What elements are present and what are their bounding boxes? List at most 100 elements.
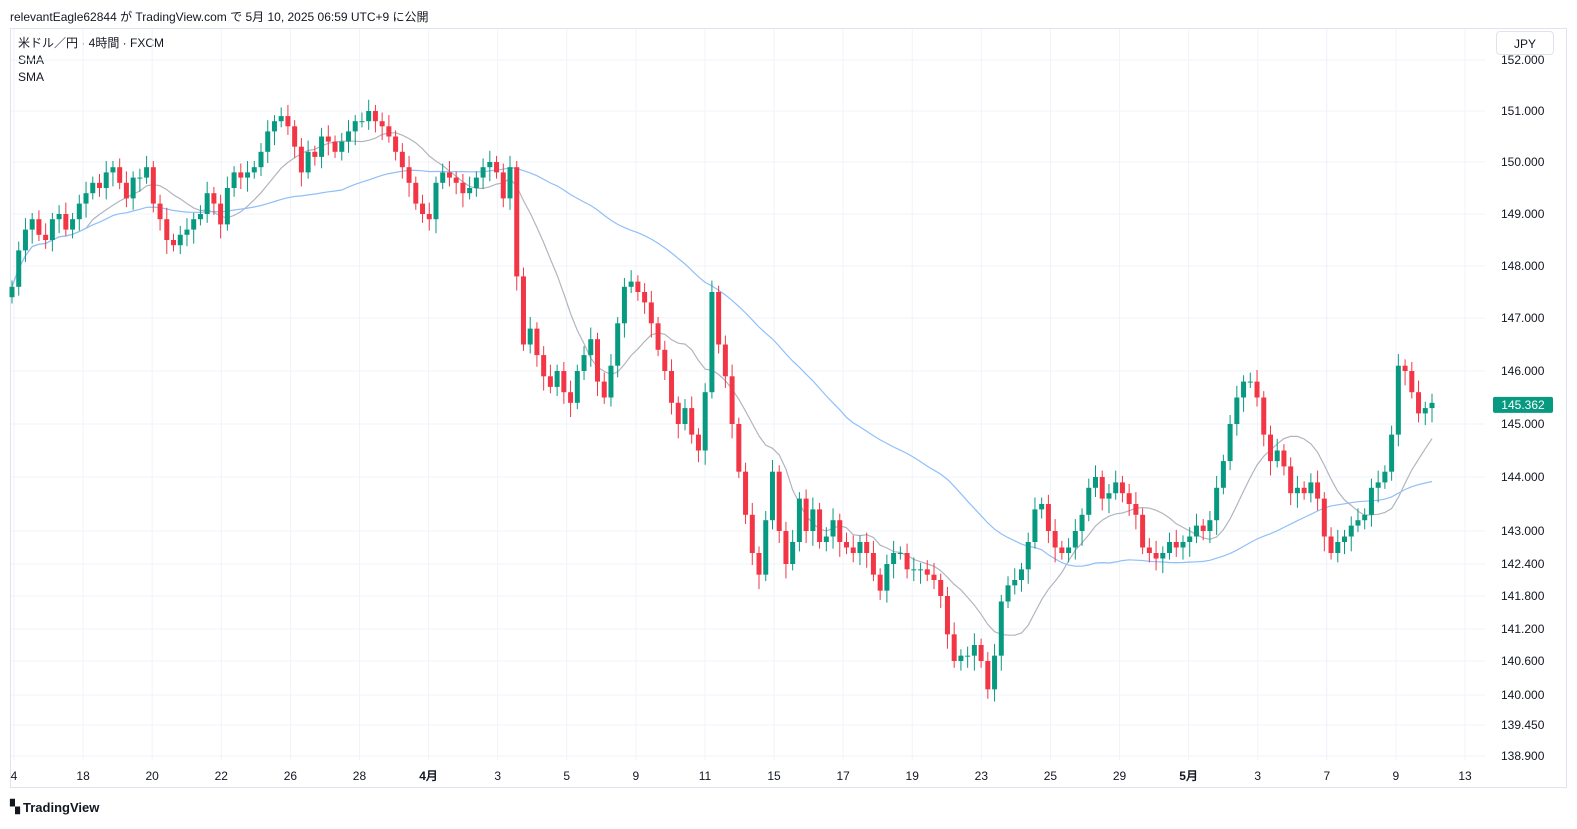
candle-body [958, 655, 964, 661]
candle-body [265, 131, 271, 152]
candle-body [1220, 461, 1226, 488]
time-tick-label: 17 [836, 769, 850, 783]
candle-body [1106, 493, 1112, 499]
candle-body [689, 408, 695, 435]
candle-body [648, 302, 654, 324]
candle-body [393, 136, 399, 152]
price-axis: 152.000 151.000 150.000 149.000 148.000 147.0… [1501, 53, 1545, 763]
candle-body [1207, 520, 1213, 531]
candle-body [473, 177, 479, 188]
candle-body [453, 177, 459, 183]
candle-body [231, 172, 237, 188]
candle-body [978, 645, 984, 661]
candle-body [204, 193, 210, 214]
candle-body [1355, 520, 1361, 526]
currency-button[interactable]: JPY [1496, 31, 1554, 55]
candle-body [271, 121, 277, 132]
candle-body [601, 381, 607, 398]
price-tick-label: 149.000 [1501, 207, 1545, 221]
candle-body [1133, 504, 1139, 515]
candle-body [305, 151, 311, 173]
last-price-label: 145.362 [1501, 398, 1545, 412]
candle-body [877, 574, 883, 591]
candle-body [406, 167, 412, 183]
candle-body [103, 172, 109, 188]
candle-body [440, 172, 446, 183]
candle-body [413, 182, 419, 204]
candle-body [446, 172, 452, 178]
candle-body [561, 371, 567, 393]
candle-body [1375, 482, 1381, 488]
candle-body [769, 471, 775, 521]
candle-body [1018, 569, 1024, 580]
candle-body [164, 219, 170, 240]
candle-body [211, 193, 217, 204]
candle-body [1362, 514, 1368, 521]
candle-body [191, 219, 197, 230]
candle-body [1059, 547, 1065, 553]
price-tick-label: 145.000 [1501, 417, 1545, 431]
candle-body [1072, 531, 1078, 548]
candle-body [426, 214, 432, 220]
candle-body [1167, 542, 1173, 553]
price-tick-label: 142.400 [1501, 557, 1545, 571]
candle-body [817, 509, 823, 542]
candle-body [1153, 553, 1159, 559]
candle-body [49, 219, 55, 240]
candle-body [1335, 542, 1341, 553]
candle-body [1274, 450, 1280, 462]
candle-body [729, 376, 735, 424]
tradingview-brand[interactable]: ▚ TradingView [10, 799, 99, 815]
last-price-marker: 145.362 [1493, 396, 1553, 413]
legend-symbol[interactable]: 米ドル／円 · 4時間 · FXCM [18, 36, 164, 50]
candle-body [319, 136, 325, 157]
candle-body [56, 214, 62, 220]
candle-body [130, 177, 136, 199]
time-tick-label: 15 [767, 769, 781, 783]
candle-body [9, 286, 15, 298]
candle-body [1227, 424, 1233, 462]
candle-body [1032, 509, 1038, 542]
candle-body [1187, 536, 1193, 542]
candle-body [137, 177, 143, 179]
candle-body [1126, 493, 1132, 504]
candle-body [716, 292, 722, 345]
candle-body [110, 167, 116, 173]
candle-body [1294, 487, 1300, 494]
price-tick-label: 143.000 [1501, 524, 1545, 538]
candle-body [756, 553, 762, 575]
time-tick-label: 7 [1323, 769, 1330, 783]
candle-body [1389, 434, 1395, 472]
price-tick-label: 141.200 [1501, 622, 1545, 636]
candle-body [90, 182, 96, 194]
candle-body [857, 542, 863, 553]
candle-body [117, 167, 123, 183]
time-axis: 4 18 20 22 26 28 4月 3 5 9 11 15 17 19 23 25 29 5月 3 7 9 13 [11, 769, 1472, 783]
candle-body [460, 182, 466, 194]
time-tick-label: 13 [1458, 769, 1472, 783]
candle-body [581, 355, 587, 371]
candle-body [541, 355, 547, 377]
candle-body [325, 136, 331, 142]
legend-sma-2[interactable]: SMA [18, 70, 45, 84]
time-tick-label: 3 [494, 769, 501, 783]
time-tick-label: 4 [11, 769, 18, 783]
publisher-line: relevantEagle62844 が TradingView.com で 5… [10, 10, 429, 24]
candle-body [669, 371, 675, 403]
candle-body [238, 172, 244, 178]
candle-body [830, 520, 836, 537]
time-tick-label: 11 [699, 769, 712, 783]
price-tick-label: 148.000 [1501, 259, 1545, 273]
candle-body [884, 564, 890, 591]
candle-body [1416, 392, 1422, 414]
candle-body [568, 392, 574, 403]
candle-body [951, 634, 957, 661]
candle-body [608, 365, 614, 398]
candle-body [763, 520, 769, 575]
candle-body [184, 229, 190, 235]
candle-body [29, 219, 35, 230]
candle-body [332, 141, 338, 152]
candle-body [709, 292, 715, 393]
candle-body [1113, 482, 1119, 494]
